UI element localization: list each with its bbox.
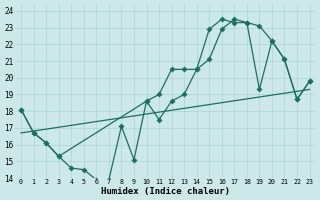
X-axis label: Humidex (Indice chaleur): Humidex (Indice chaleur) [101, 187, 230, 196]
